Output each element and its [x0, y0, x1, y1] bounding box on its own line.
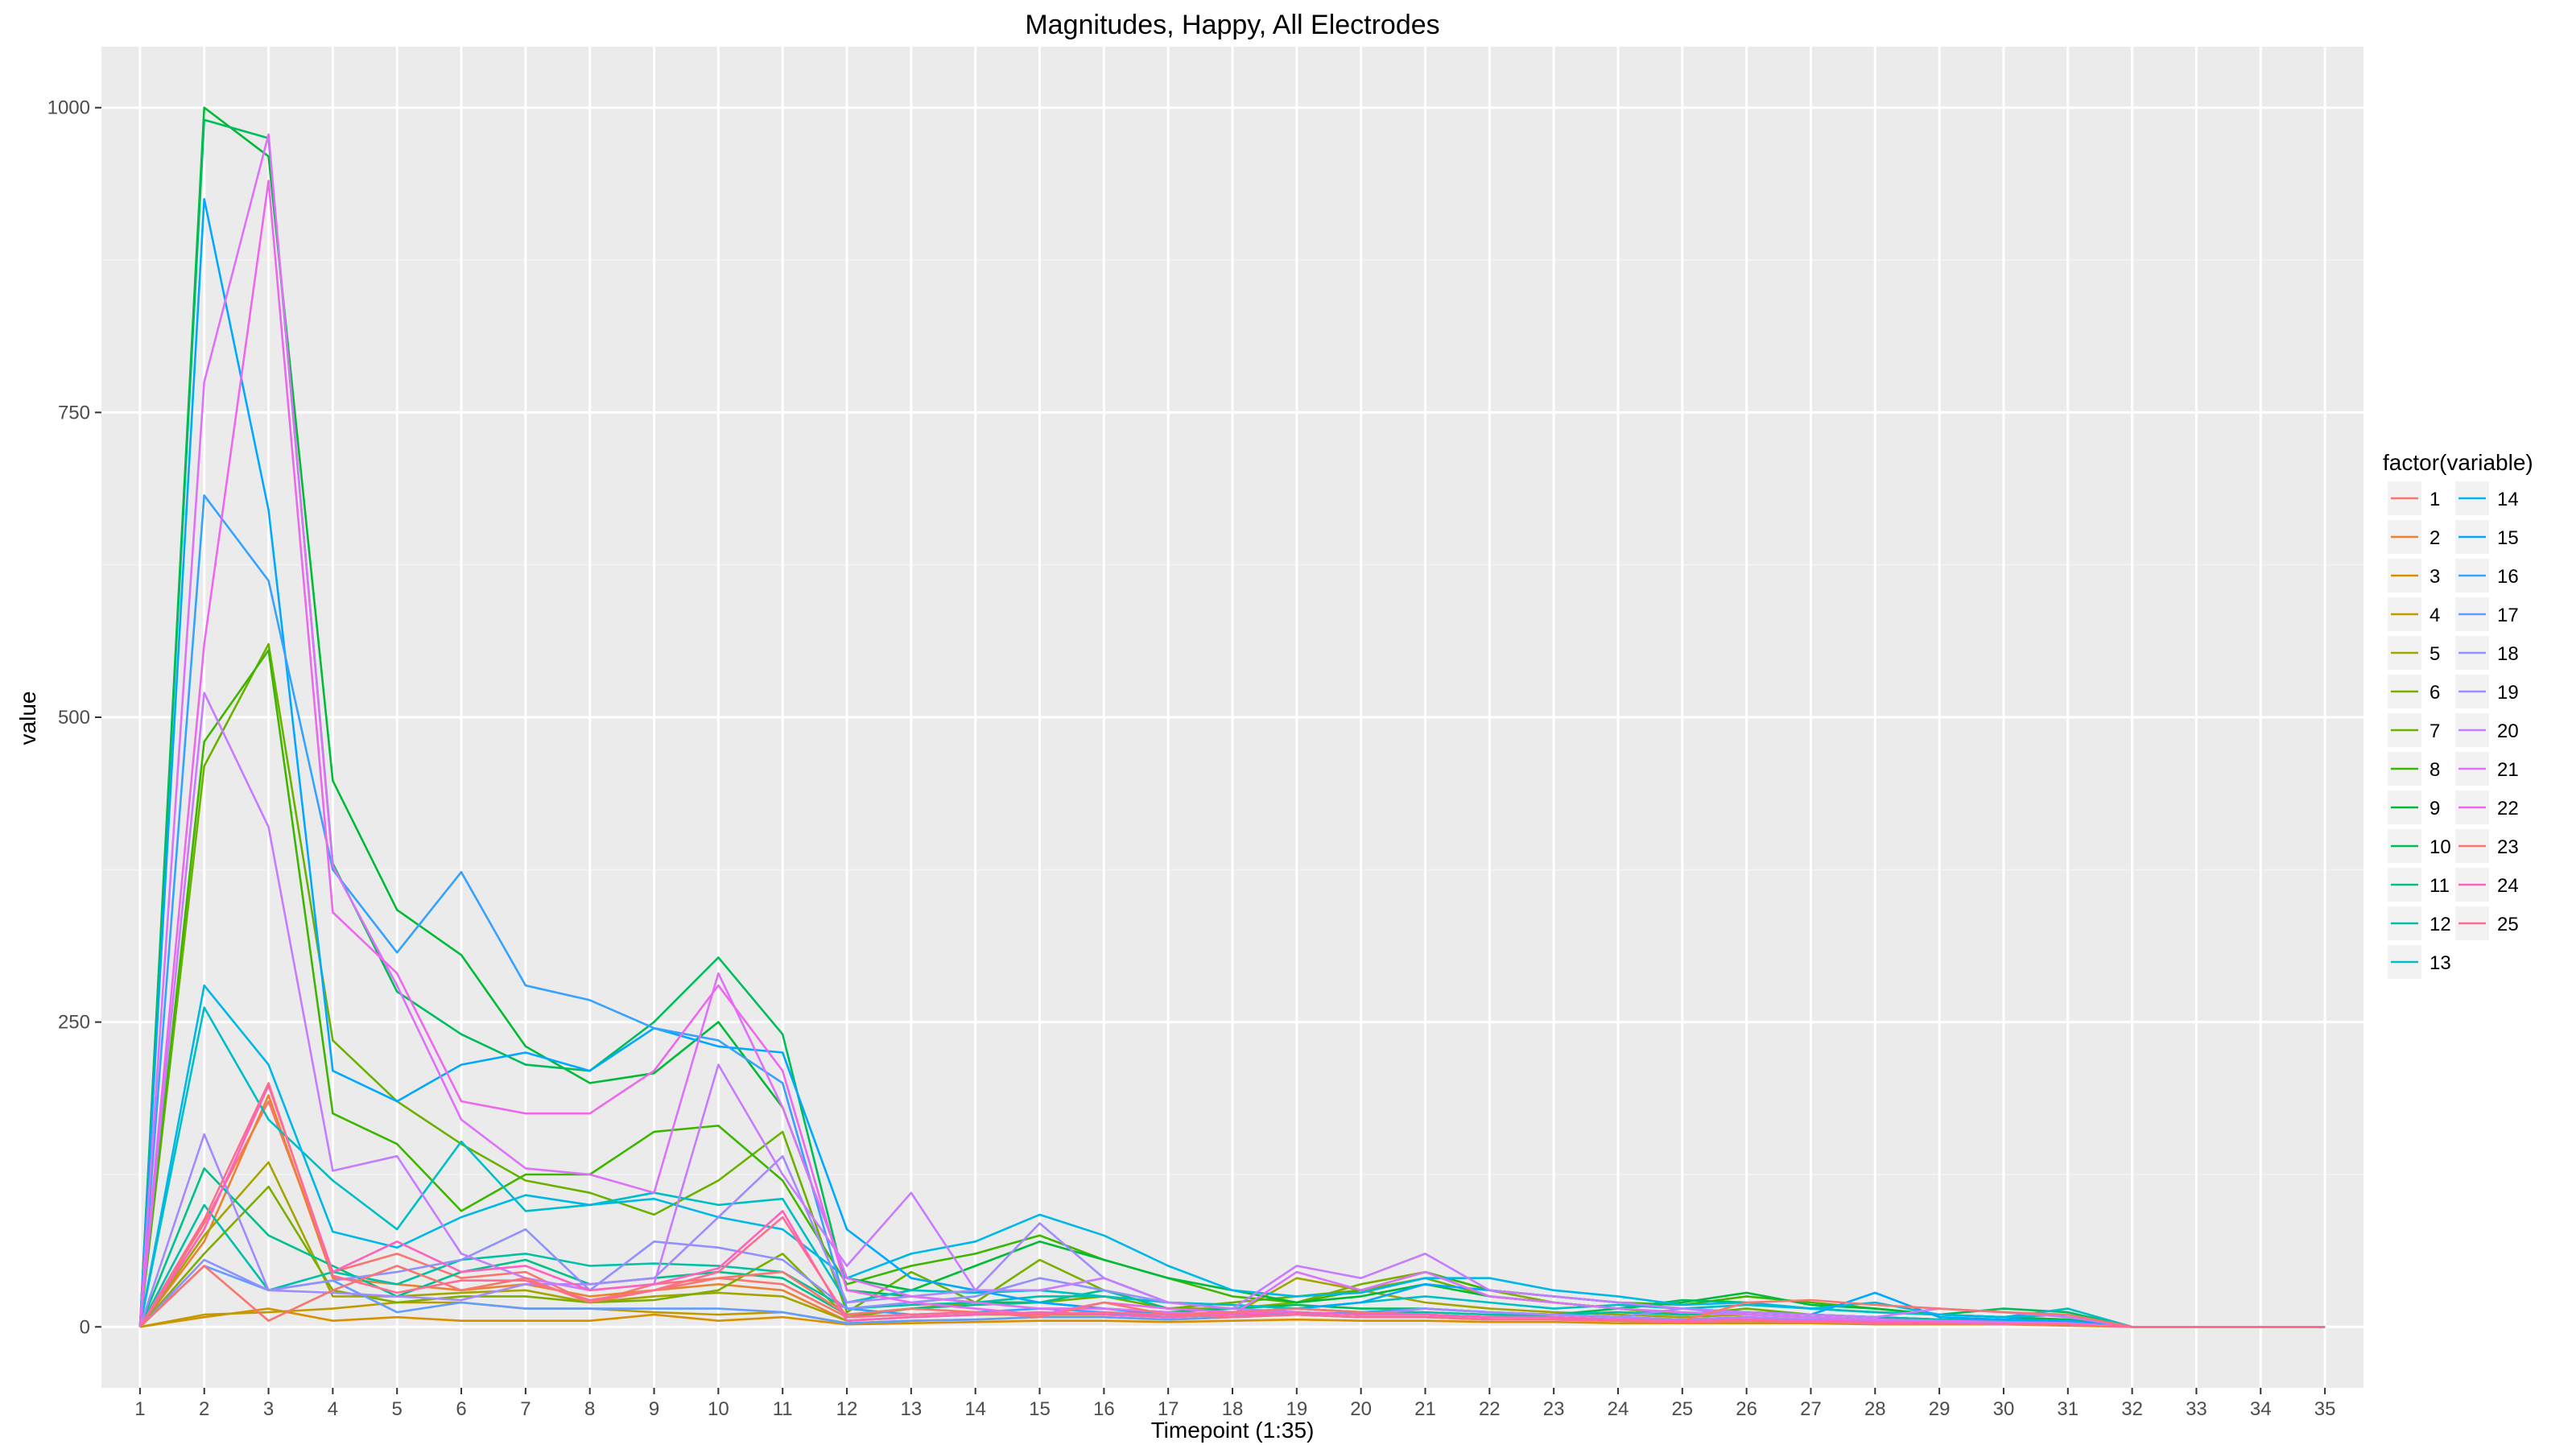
x-tick-label: 14 [964, 1398, 986, 1420]
x-tick-label: 33 [2186, 1398, 2207, 1420]
legend-label: 17 [2497, 605, 2519, 626]
legend-title: factor(variable) [2383, 450, 2533, 475]
legend-label: 22 [2497, 798, 2519, 819]
x-tick-label: 10 [708, 1398, 729, 1420]
legend-keys: 1234567891011121314151617181920212223242… [2388, 481, 2519, 979]
x-tick-label: 9 [649, 1398, 659, 1420]
x-tick-label: 20 [1350, 1398, 1372, 1420]
y-axis-ticks: 0 250 500 750 1000 [47, 97, 101, 1338]
legend-label: 12 [2429, 914, 2451, 935]
x-axis-label: Timepoint (1:35) [1151, 1418, 1315, 1443]
legend-label: 5 [2429, 643, 2440, 665]
x-tick-label: 21 [1414, 1398, 1436, 1420]
x-tick-label: 18 [1222, 1398, 1244, 1420]
y-axis-label: value [15, 691, 40, 745]
x-tick-label: 35 [2314, 1398, 2336, 1420]
legend-label: 15 [2497, 527, 2519, 549]
x-tick-label: 15 [1029, 1398, 1051, 1420]
x-tick-label: 29 [1929, 1398, 1951, 1420]
x-tick-label: 17 [1158, 1398, 1179, 1420]
x-tick-label: 22 [1479, 1398, 1501, 1420]
legend-label: 4 [2429, 605, 2440, 626]
x-tick-label: 31 [2057, 1398, 2079, 1420]
legend-label: 10 [2429, 836, 2451, 858]
chart-title: Magnitudes, Happy, All Electrodes [1025, 10, 1439, 40]
x-tick-label: 4 [328, 1398, 338, 1420]
x-tick-label: 19 [1286, 1398, 1307, 1420]
x-tick-label: 11 [773, 1398, 793, 1420]
legend-label: 6 [2429, 682, 2440, 704]
x-tick-label: 25 [1671, 1398, 1693, 1420]
x-tick-label: 6 [456, 1398, 466, 1420]
x-tick-label: 34 [2250, 1398, 2272, 1420]
legend-label: 11 [2429, 875, 2450, 897]
legend-label: 20 [2497, 720, 2519, 742]
legend-label: 16 [2497, 566, 2519, 588]
legend: factor(variable) 12345678910111213141516… [2383, 450, 2533, 979]
legend-label: 25 [2497, 914, 2519, 935]
y-tick-label: 1000 [47, 97, 90, 119]
legend-label: 8 [2429, 759, 2440, 781]
x-tick-label: 24 [1608, 1398, 1629, 1420]
series-line-14 [138, 984, 2326, 1328]
y-tick-label: 0 [80, 1316, 90, 1338]
legend-label: 2 [2429, 527, 2440, 549]
series-line-25 [138, 1082, 2326, 1328]
legend-label: 13 [2429, 952, 2451, 974]
x-tick-label: 12 [836, 1398, 858, 1420]
x-tick-label: 8 [584, 1398, 595, 1420]
x-tick-label: 2 [199, 1398, 209, 1420]
x-axis-ticks: 1 2 3 4 5 6 7 8 9 10 11 12 13 14 15 16 17 18 19 20 21 22 23 24 2… [134, 1388, 2335, 1420]
legend-label: 14 [2497, 489, 2519, 510]
x-tick-label: 7 [520, 1398, 530, 1420]
legend-label: 3 [2429, 566, 2440, 588]
legend-label: 1 [2429, 489, 2440, 510]
legend-label: 7 [2429, 720, 2440, 742]
x-tick-label: 30 [1993, 1398, 2015, 1420]
x-tick-label: 5 [392, 1398, 402, 1420]
x-tick-label: 1 [134, 1398, 145, 1420]
y-tick-label: 750 [58, 402, 90, 423]
series-lines [138, 106, 2326, 1328]
legend-label: 23 [2497, 836, 2519, 858]
legend-label: 24 [2497, 875, 2519, 897]
series-line-23 [139, 1265, 2326, 1328]
y-tick-label: 500 [58, 707, 90, 729]
legend-label: 21 [2497, 759, 2519, 781]
legend-label: 9 [2429, 798, 2440, 819]
legend-label: 18 [2497, 643, 2519, 665]
x-tick-label: 27 [1800, 1398, 1822, 1420]
x-tick-label: 26 [1736, 1398, 1757, 1420]
x-tick-label: 32 [2121, 1398, 2143, 1420]
legend-label: 19 [2497, 682, 2519, 704]
grid-major-lines [101, 47, 2363, 1388]
x-tick-label: 13 [901, 1398, 923, 1420]
x-tick-label: 28 [1864, 1398, 1886, 1420]
x-tick-label: 23 [1543, 1398, 1565, 1420]
x-tick-label: 16 [1093, 1398, 1115, 1420]
y-tick-label: 250 [58, 1012, 90, 1034]
x-tick-label: 3 [263, 1398, 274, 1420]
